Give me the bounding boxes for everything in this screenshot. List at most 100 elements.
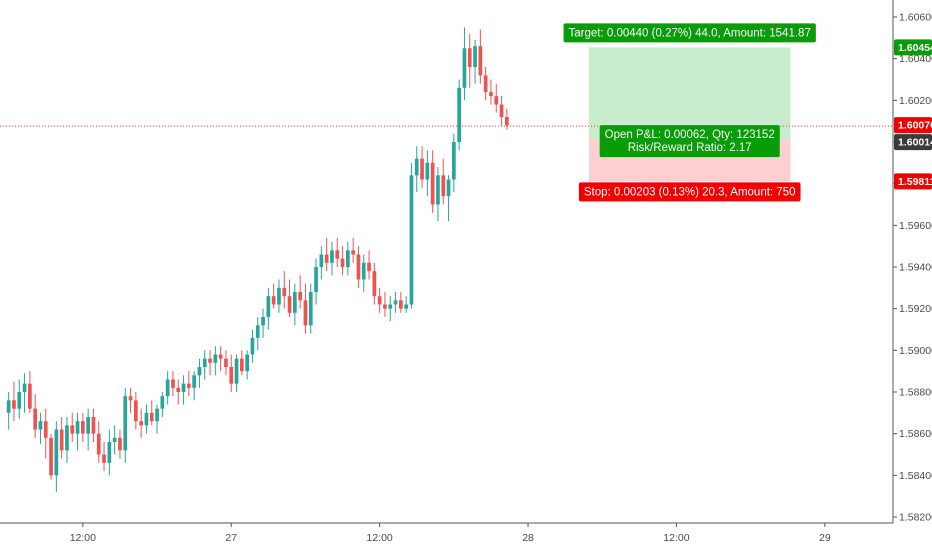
candle (298, 275, 302, 309)
candle-body (340, 258, 345, 267)
candle (499, 96, 504, 126)
candle-body (208, 358, 212, 363)
entry-price-tag-text: 1.60014 (898, 137, 932, 149)
price-tick-label: 1.60400 (899, 53, 932, 65)
candle-body (171, 379, 175, 388)
candle (28, 371, 32, 413)
price-axis[interactable]: 1.58200 1.58400 1.58600 1.58800 1.59000 1.592… (893, 12, 932, 524)
candle-body (505, 117, 509, 126)
candle (144, 404, 149, 434)
candle (176, 379, 181, 405)
candle-body (361, 262, 366, 280)
candle-body (22, 383, 27, 392)
candle-body (144, 412, 149, 426)
candle-body (446, 179, 451, 197)
price-tick-label: 1.59600 (899, 220, 932, 232)
candle (271, 283, 276, 309)
candle-body (38, 421, 43, 430)
candle (404, 296, 408, 313)
candle-body (303, 300, 308, 326)
candle (367, 250, 371, 280)
target-label[interactable]: Target: 0.00440 (0.27%) 44.0, Amount: 15… (563, 23, 816, 43)
candle (118, 429, 122, 459)
pnl-label[interactable]: Open P&L: 0.00062, Qty: 123152 Risk/Rewa… (599, 125, 780, 158)
candle-body (202, 358, 207, 367)
price-tick-label: 1.59400 (899, 262, 932, 274)
stop-label[interactable]: Stop: 0.00203 (0.13%) 20.3, Amount: 750 (578, 182, 801, 202)
candle-body (59, 429, 64, 451)
candle-body (234, 358, 239, 384)
candle-body (91, 417, 96, 434)
candle (38, 412, 43, 445)
candle (446, 175, 451, 222)
candle (12, 381, 16, 422)
candle-body (489, 92, 493, 97)
candle (489, 79, 493, 105)
candle-body (17, 392, 22, 409)
candle (6, 392, 11, 430)
price-tick-label: 1.58600 (899, 428, 932, 440)
candle-body (441, 175, 446, 197)
candle (149, 400, 154, 426)
candle (81, 412, 85, 442)
candle-body (112, 437, 117, 442)
target-zone (589, 47, 791, 140)
candle (436, 167, 440, 222)
price-tick-label: 1.59000 (899, 345, 932, 357)
candle-body (462, 48, 467, 88)
candle (330, 242, 334, 276)
candle (314, 258, 318, 305)
candle-body (43, 421, 48, 438)
candle-body (149, 412, 154, 422)
candle (282, 271, 287, 309)
candle (462, 27, 467, 101)
candle-body (123, 396, 128, 451)
current-price-tag-text: 1.60076 (898, 120, 932, 132)
candle-body (393, 300, 398, 305)
candle (213, 346, 218, 376)
candle-body (192, 375, 196, 388)
candle-body (452, 142, 456, 180)
candle-body (494, 96, 499, 105)
candle (96, 421, 101, 463)
candle-body (314, 267, 318, 292)
candle (319, 246, 324, 280)
candle-body (229, 367, 234, 384)
candle (473, 39, 477, 84)
candle-body (467, 48, 472, 67)
stop-price-tag-text: 1.59811 (898, 176, 932, 188)
stop-label-text: Stop: 0.00203 (0.13%) 20.3, Amount: 750 (584, 186, 796, 198)
target-label-text: Target: 0.00440 (0.27%) 44.0, Amount: 15… (569, 27, 811, 39)
candle-body (266, 296, 271, 317)
candle (139, 408, 143, 438)
time-axis[interactable]: 12:002712:002812:002912:003012:003112:00… (70, 523, 932, 544)
candle (277, 279, 281, 313)
candle-body (436, 175, 440, 205)
candle (414, 146, 419, 192)
candle-body (356, 254, 361, 280)
candle (478, 29, 483, 84)
candle-body (81, 421, 85, 434)
candle (91, 408, 96, 442)
price-tick-label: 1.58400 (899, 470, 932, 482)
time-tick-label: 12:00 (70, 532, 96, 544)
candle-body (335, 250, 340, 259)
candle (134, 392, 138, 430)
price-tick-label: 1.58200 (899, 512, 932, 524)
position-labels[interactable]: Target: 0.00440 (0.27%) 44.0, Amount: 15… (563, 23, 816, 202)
candle-body (377, 296, 382, 305)
stop-price-tag: 1.59811 (894, 173, 932, 190)
candle (197, 358, 202, 388)
candle-body (250, 337, 255, 355)
candle-body (372, 271, 377, 297)
candle (160, 392, 165, 417)
candle-body (65, 425, 69, 451)
candle (75, 412, 80, 451)
candle-body (49, 437, 53, 476)
candle-body (330, 250, 334, 263)
candle (420, 146, 424, 188)
entry-price-tag: 1.60014 (894, 134, 932, 151)
candle (22, 373, 27, 413)
candle (393, 292, 398, 313)
